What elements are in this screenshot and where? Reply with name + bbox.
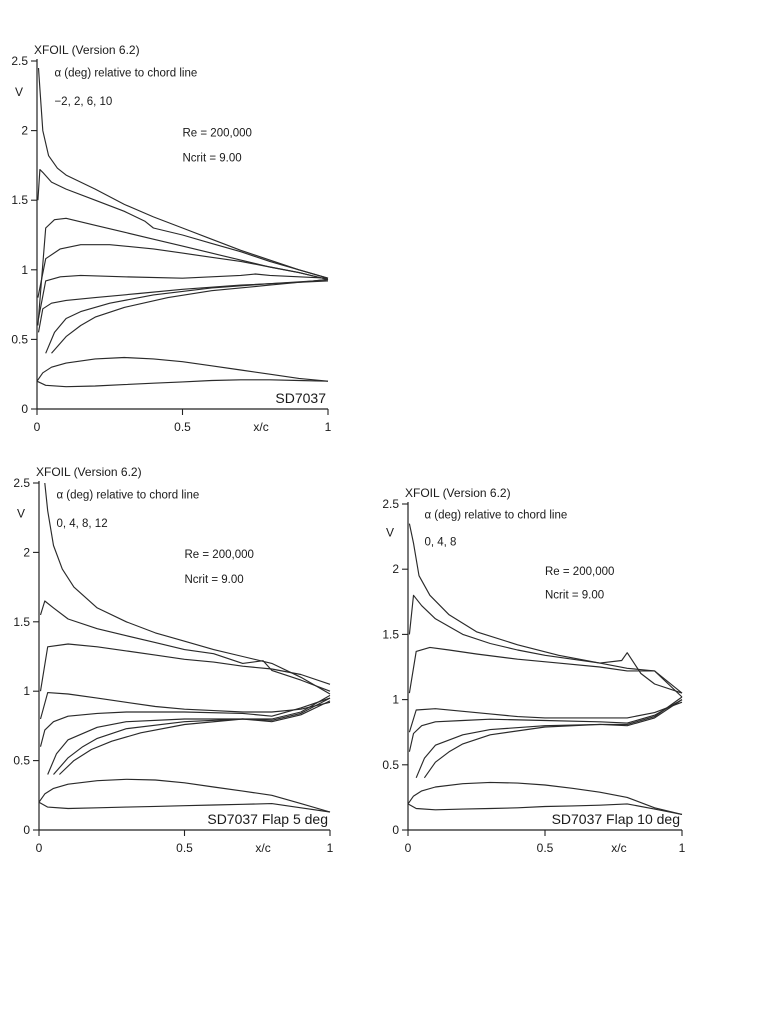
re-label: Re = 200,000	[545, 566, 614, 578]
velocity-curve	[39, 697, 331, 747]
y-axis-label: V	[15, 85, 23, 99]
velocity-curve	[47, 700, 331, 775]
alpha-label: α (deg) relative to chord line	[56, 490, 199, 502]
re-label: Re = 200,000	[183, 127, 252, 139]
velocity-curve	[423, 696, 683, 779]
airfoil-lower-surface	[407, 803, 683, 815]
y-tick-label: 1	[392, 693, 399, 707]
x-tick-label: 0	[36, 841, 43, 855]
alpha-values: −2, 2, 6, 10	[54, 96, 112, 108]
airfoil-upper-surface	[407, 781, 683, 815]
velocity-curve	[59, 694, 331, 775]
x-axis-label: x/c	[253, 420, 268, 434]
velocity-curve	[408, 646, 683, 698]
airfoil-label: SD7037 Flap 5 deg	[207, 811, 328, 827]
velocity-curve	[37, 169, 329, 279]
x-tick-label: 0	[34, 420, 41, 434]
x-tick-label: 0.5	[176, 841, 193, 855]
chart-header: XFOIL (Version 6.2)	[36, 465, 142, 479]
velocity-curve	[408, 699, 683, 752]
y-tick-label: 2	[21, 124, 28, 138]
velocity-curve	[45, 278, 329, 354]
x-tick-label: 0	[405, 841, 412, 855]
y-tick-label: 1.5	[11, 193, 28, 207]
velocity-curve	[408, 523, 683, 694]
velocity-curve	[37, 217, 329, 326]
velocity-curve	[408, 594, 683, 694]
x-tick-label: 0.5	[174, 420, 191, 434]
chart-header: XFOIL (Version 6.2)	[405, 486, 511, 500]
velocity-curve	[51, 278, 329, 354]
chart-panel-3: 0 0.5 1 1.5 2 2.5 0 0.5 1 Vx/c XFOIL (Version 6.2)…	[382, 486, 685, 855]
airfoil-lower-surface	[36, 379, 329, 388]
y-tick-label: 2	[23, 545, 30, 559]
y-tick-label: 2	[392, 562, 399, 576]
velocity-curve	[39, 692, 331, 720]
velocity-curve	[408, 701, 683, 733]
y-tick-label: 2.5	[13, 476, 30, 490]
y-tick-label: 1.5	[13, 615, 30, 629]
airfoil-upper-surface	[36, 356, 329, 382]
velocity-curve	[415, 699, 683, 779]
airfoil-label: SD7037	[275, 390, 326, 406]
y-axis-label: V	[386, 526, 394, 540]
velocity-curve	[37, 273, 329, 319]
alpha-label: α (deg) relative to chord line	[54, 68, 197, 80]
y-tick-label: 0.5	[382, 758, 399, 772]
ncrit-label: Ncrit = 9.00	[183, 152, 242, 164]
ncrit-label: Ncrit = 9.00	[545, 589, 604, 601]
re-label: Re = 200,000	[185, 549, 254, 561]
y-tick-label: 1.5	[382, 627, 399, 641]
airfoil-label: SD7037 Flap 10 deg	[552, 811, 680, 827]
velocity-curve	[37, 67, 329, 279]
x-tick-label: 1	[679, 841, 686, 855]
airfoil-lower-surface	[38, 801, 331, 813]
y-tick-label: 2.5	[11, 54, 28, 68]
x-axis-label: x/c	[611, 841, 626, 855]
x-tick-label: 1	[325, 420, 332, 434]
chart-header: XFOIL (Version 6.2)	[34, 43, 140, 57]
y-tick-label: 1	[21, 263, 28, 277]
y-tick-label: 0.5	[11, 332, 28, 346]
velocity-curve	[44, 482, 331, 695]
y-tick-label: 0.5	[13, 754, 30, 768]
x-tick-label: 0.5	[537, 841, 554, 855]
chart-panel-2: 0 0.5 1 1.5 2 2.5 0 0.5 1 Vx/c XFOIL (Version 6.2)…	[13, 465, 333, 855]
x-axis-label: x/c	[255, 841, 270, 855]
velocity-curve	[53, 697, 331, 775]
velocity-curve	[39, 643, 331, 692]
alpha-values: 0, 4, 8, 12	[56, 518, 107, 530]
y-tick-label: 1	[23, 684, 30, 698]
chart-panel-1: 0 0.5 1 1.5 2 2.5 0 0.5 1 Vx/c XFOIL (Version 6.2)…	[11, 43, 331, 434]
y-axis-label: V	[17, 507, 25, 521]
velocity-curve	[37, 244, 329, 298]
y-tick-label: 0	[392, 823, 399, 837]
y-tick-label: 0	[21, 402, 28, 416]
x-tick-label: 1	[327, 841, 334, 855]
y-tick-label: 0	[23, 823, 30, 837]
alpha-values: 0, 4, 8	[424, 536, 456, 548]
alpha-label: α (deg) relative to chord line	[424, 510, 567, 522]
airfoil-upper-surface	[38, 778, 331, 813]
y-tick-label: 2.5	[382, 497, 399, 511]
ncrit-label: Ncrit = 9.00	[185, 574, 244, 586]
